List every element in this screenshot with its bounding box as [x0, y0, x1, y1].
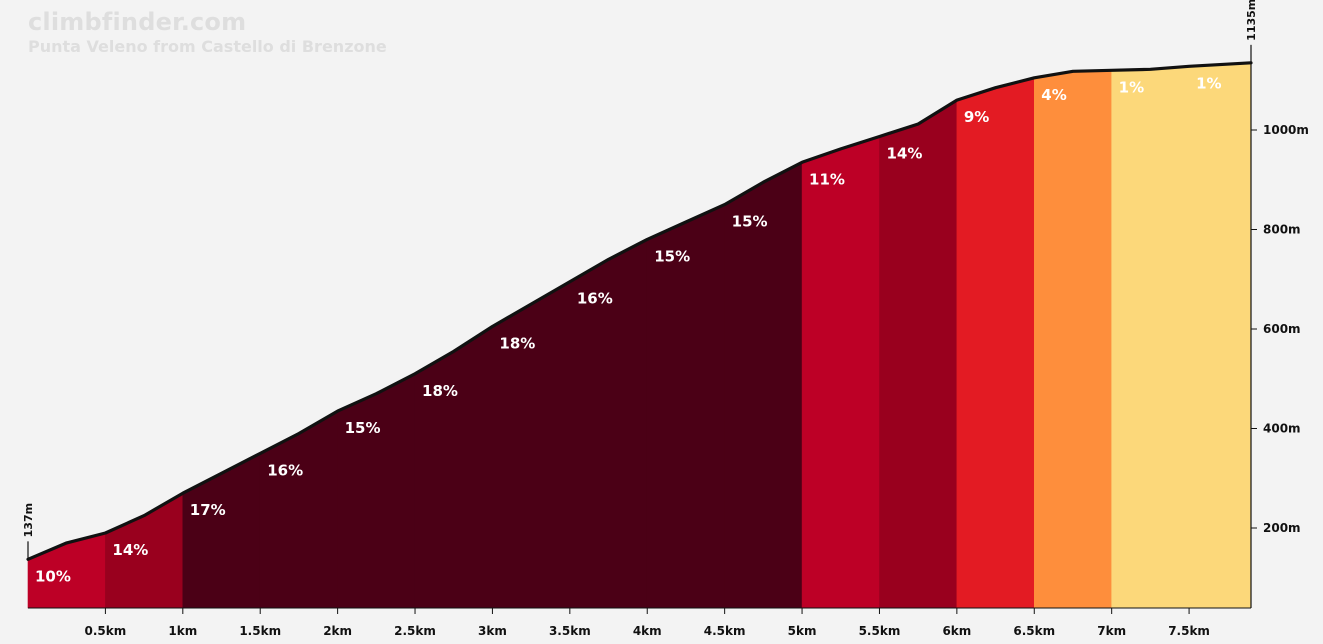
grade-label-16: 1% [1196, 74, 1221, 92]
brand-logo[interactable]: climbfinder.com [28, 8, 247, 36]
x-tick-label-9: 4.5km [704, 624, 746, 638]
x-tick-label-7: 3.5km [549, 624, 591, 638]
x-tick-label-11: 5.5km [859, 624, 901, 638]
profile-line-group [26, 61, 1253, 561]
grade-segment-13 [956, 77, 1035, 609]
grade-label-9: 15% [654, 247, 690, 265]
grade-label-15: 1% [1119, 78, 1144, 96]
grade-label-4: 16% [267, 461, 303, 479]
x-tick-label-13: 6.5km [1013, 624, 1055, 638]
grade-segment-14 [1034, 69, 1112, 609]
elevation-end-labels: 137m 1135m [22, 0, 1258, 560]
grade-segment-4 [259, 410, 338, 609]
grade-label-7: 18% [499, 335, 535, 353]
x-tick-label-8: 4km [633, 624, 662, 638]
grade-label-10: 15% [732, 213, 768, 231]
y-tick-label-3: 600m [1263, 322, 1301, 336]
x-tick-label-6: 3km [478, 624, 507, 638]
grade-segment-7 [492, 281, 571, 609]
grade-label-2: 14% [112, 541, 148, 559]
grade-segment-16 [1188, 62, 1252, 609]
grade-label-14: 4% [1041, 86, 1066, 104]
x-tick-label-14: 7km [1097, 624, 1126, 638]
y-tick-label-1: 200m [1263, 521, 1301, 535]
x-tick-label-3: 1.5km [239, 624, 281, 638]
y-tick-label-4: 800m [1263, 223, 1301, 237]
x-tick-label-2: 1km [168, 624, 197, 638]
start-elevation-label: 137m [22, 503, 35, 537]
grade-label-8: 16% [577, 290, 613, 308]
grade-label-6: 18% [422, 382, 458, 400]
grade-segment-3 [182, 452, 261, 609]
grade-label-3: 17% [190, 501, 226, 519]
x-axis: 0.5km 1km 1.5km 2km 2.5km 3km 3.5km 4km 4.5km 5km… [28, 607, 1251, 638]
end-elevation-label: 1135m [1245, 0, 1258, 41]
grade-label-5: 15% [345, 419, 381, 437]
profile-line [26, 61, 1253, 561]
x-tick-label-10: 5km [788, 624, 817, 638]
y-axis: 200m 400m 600m 800m 1000m [1250, 62, 1309, 608]
grade-segment-12 [879, 99, 958, 609]
grade-label-1: 10% [35, 567, 71, 585]
climb-title: Punta Veleno from Castello di Brenzone [28, 37, 387, 56]
y-tick-label-2: 400m [1263, 422, 1301, 436]
grade-segment-5 [337, 373, 416, 609]
grade-labels: 10% 14% 17% 16% 15% 18% 18% 16% 15% 15% 11% 14% 9% 4%… [35, 74, 1222, 585]
x-tick-label-15: 7.5km [1168, 624, 1210, 638]
grade-label-12: 14% [886, 144, 922, 162]
x-tick-label-1: 0.5km [85, 624, 127, 638]
grade-label-11: 11% [809, 170, 845, 188]
x-tick-label-4: 2km [323, 624, 352, 638]
grade-segments [27, 62, 1252, 609]
x-tick-label-12: 6km [942, 624, 971, 638]
x-tick-label-5: 2.5km [394, 624, 436, 638]
grade-segment-11 [801, 136, 880, 609]
grade-segment-15 [1111, 65, 1190, 609]
y-tick-label-5: 1000m [1263, 123, 1309, 137]
grade-label-13: 9% [964, 108, 989, 126]
